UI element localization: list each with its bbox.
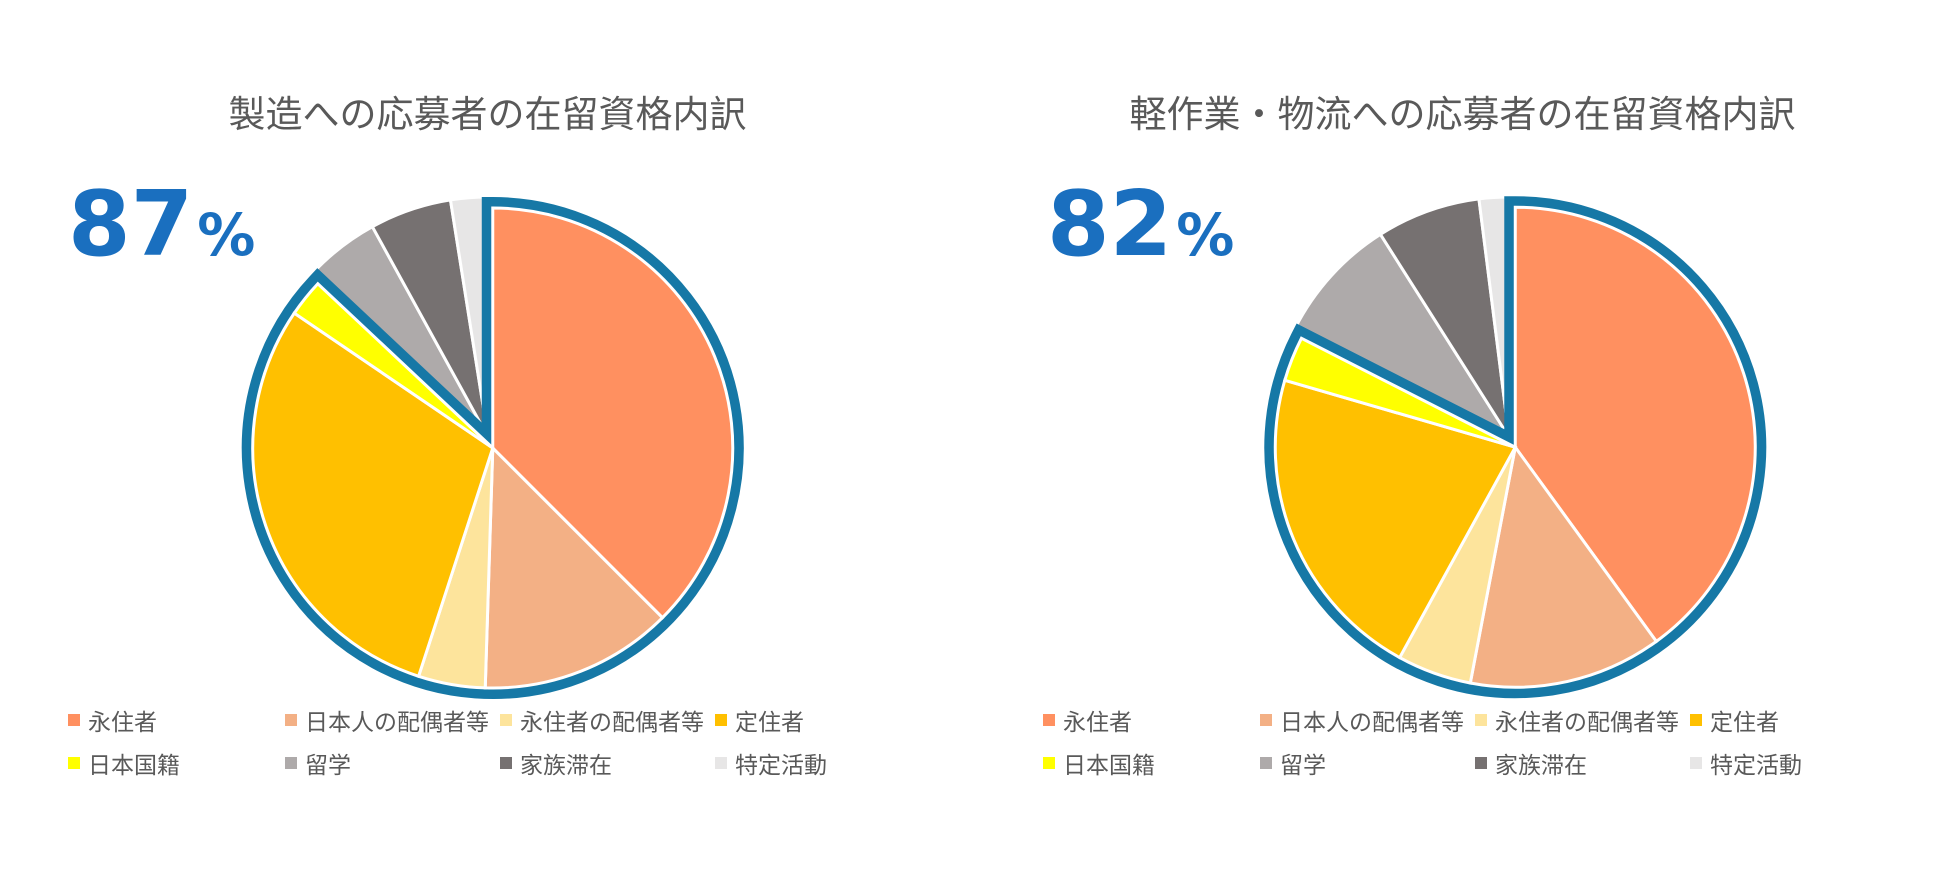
pie-slice [1468, 443, 1659, 689]
pie-slice [483, 444, 665, 690]
legend-label: 永住者 [88, 710, 157, 736]
legend-swatch [1690, 757, 1702, 769]
legend-label: 永住者の配偶者等 [1495, 710, 1679, 736]
other-slice-group [1293, 195, 1514, 441]
legend-label: 特定活動 [1710, 753, 1802, 779]
legend-label: 永住者 [1063, 710, 1132, 736]
legend-swatch [500, 714, 512, 726]
legend-label: 定住者 [1710, 710, 1779, 736]
legend-label: 留学 [305, 753, 351, 779]
other-slice-group [310, 195, 490, 439]
legend-item: 永住者 [68, 705, 157, 736]
legend-swatch [1043, 757, 1055, 769]
pie-slice [292, 281, 494, 450]
pie-chart-logistics [1264, 195, 1767, 699]
highlight-percent-value: 87 [68, 172, 194, 277]
pie-chart-manufacturing [241, 195, 744, 699]
pie-slice [1273, 378, 1518, 660]
chart-title: 軽作業・物流への応募者の在留資格内訳 [1129, 93, 1796, 136]
pie-slice [491, 206, 735, 620]
highlighted-slice-group [241, 196, 744, 699]
legend-swatch [715, 714, 727, 726]
legend-swatch [1260, 757, 1272, 769]
legend-label: 永住者の配偶者等 [520, 710, 704, 736]
legend-item: 永住者の配偶者等 [500, 705, 704, 736]
legend-item: 留学 [285, 748, 351, 779]
highlight-percent-unit: % [1176, 201, 1235, 269]
chart-panel-logistics: 軽作業・物流への応募者の在留資格内訳 82% 永住者 日本人の配偶者等 永住者の配偶… [975, 0, 1950, 875]
legend-item: 日本国籍 [68, 748, 180, 779]
legend-label: 特定活動 [735, 753, 827, 779]
legend-swatch [1690, 714, 1702, 726]
pie-slice [1282, 336, 1516, 449]
legend-label: 家族滞在 [1495, 753, 1587, 779]
legend-item: 家族滞在 [500, 748, 612, 779]
legend-swatch [1043, 714, 1055, 726]
chart-panel-manufacturing: 製造への応募者の在留資格内訳 87% 永住者 日本人の配偶者等 永住者の配偶者等 定住… [68, 93, 827, 779]
chart-title: 製造への応募者の在留資格内訳 [228, 93, 747, 136]
legend-label: 日本人の配偶者等 [1280, 710, 1464, 736]
pie-slice [1513, 205, 1757, 644]
legend-swatch [1260, 714, 1272, 726]
legend-swatch [68, 757, 80, 769]
legend-item: 留学 [1260, 748, 1326, 779]
legend-swatch [1475, 714, 1487, 726]
legend-swatch [285, 757, 297, 769]
legend-label: 定住者 [735, 710, 804, 736]
highlight-percent-label: 87% [68, 180, 255, 270]
pie-slice [448, 195, 490, 438]
legend-label: 留学 [1280, 753, 1326, 779]
legend-item: 日本人の配偶者等 [1260, 705, 1464, 736]
legend-label: 家族滞在 [520, 753, 612, 779]
legend-item: 日本国籍 [1043, 748, 1155, 779]
legend-item: 日本人の配偶者等 [285, 705, 489, 736]
highlight-percent-value: 82 [1047, 172, 1173, 277]
highlighted-slice-group [1264, 196, 1767, 699]
highlight-percent-unit: % [197, 201, 256, 269]
legend-label: 日本人の配偶者等 [305, 710, 489, 736]
legend-label: 日本国籍 [1063, 753, 1155, 779]
highlight-percent-label: 82% [1047, 180, 1234, 270]
legend-label: 日本国籍 [88, 753, 180, 779]
legend-swatch [500, 757, 512, 769]
legend-item: 特定活動 [715, 748, 827, 779]
legend-item: 定住者 [1690, 705, 1779, 736]
pie-slice [1378, 197, 1511, 438]
legend-item: 永住者の配偶者等 [1475, 705, 1679, 736]
legend-swatch [1475, 757, 1487, 769]
legend-swatch [68, 714, 80, 726]
legend-item: 永住者 [1043, 705, 1132, 736]
legend-item: 家族滞在 [1475, 748, 1587, 779]
legend-swatch [285, 714, 297, 726]
legend-item: 定住者 [715, 705, 804, 736]
legend-swatch [715, 757, 727, 769]
legend-item: 特定活動 [1690, 748, 1802, 779]
pie-slice [251, 311, 495, 679]
